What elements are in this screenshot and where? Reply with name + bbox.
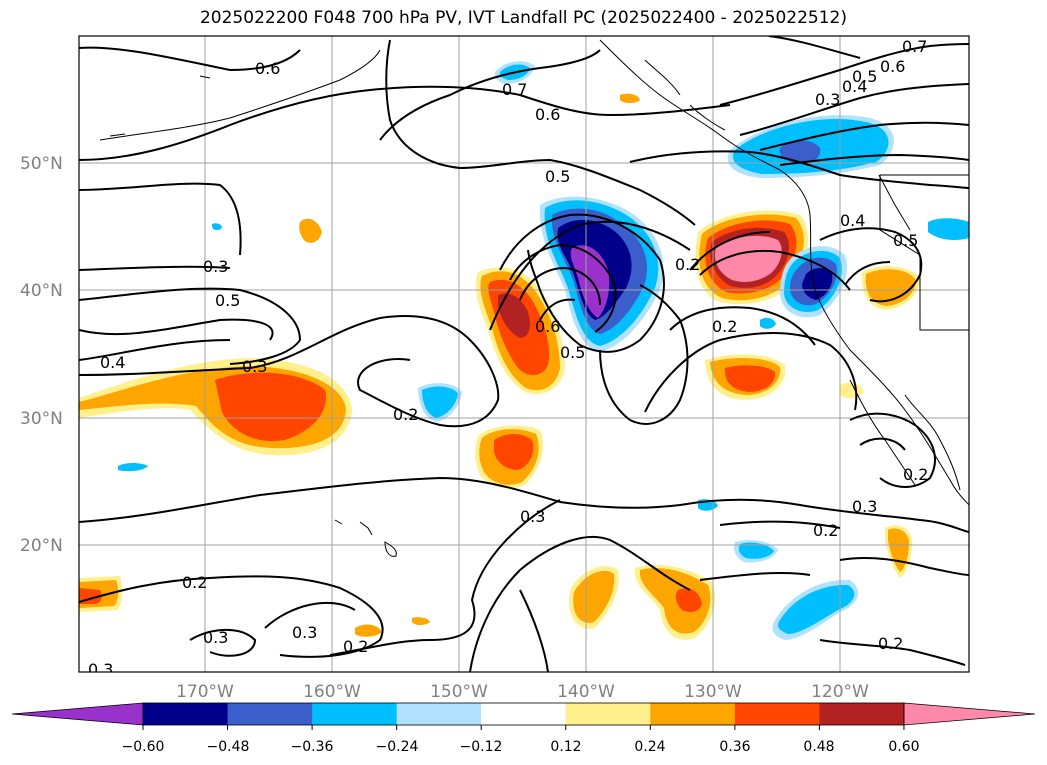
contour-label: 0.6: [255, 59, 280, 78]
lon-label: 150°W: [430, 682, 488, 702]
contour-label: 0.2: [903, 465, 928, 484]
colorbar-swatch: [396, 703, 482, 725]
contour-label: 0.6: [535, 105, 560, 124]
colorbar: [11, 702, 1036, 730]
contour-label: 0.3: [815, 90, 840, 109]
map-title: 2025022200 F048 700 hPa PV, IVT Landfall…: [199, 8, 847, 28]
map-plot-area: 0.6 0.7 0.6 0.5 0.7 0.6 0.5 0.4 0.3 0.4 …: [79, 36, 969, 679]
colorbar-tick-label: 0.24: [634, 739, 665, 755]
contour-label: 0.3: [88, 660, 113, 679]
contour-label: 0.3: [203, 628, 228, 647]
lat-label: 40°N: [20, 281, 63, 301]
contour-label: 0.5: [852, 67, 877, 86]
contour-label: 0.4: [840, 211, 865, 230]
colorbar-swatch: [227, 703, 313, 725]
contour-label: 0.5: [560, 343, 585, 362]
lon-label: 170°W: [176, 682, 234, 702]
colorbar-swatch: [819, 703, 905, 725]
colorbar-swatch: [734, 703, 820, 725]
lon-label: 160°W: [303, 682, 361, 702]
contour-label: 0.2: [393, 405, 418, 424]
colorbar-tick-label: 0.12: [550, 739, 581, 755]
colorbar-tick-label: 0.60: [888, 739, 919, 755]
contour-label: 0.7: [502, 80, 527, 99]
colorbar-tick-label: −0.12: [460, 739, 503, 755]
colorbar-swatch: [481, 703, 567, 725]
lon-label: 140°W: [557, 682, 615, 702]
colorbar-tick-label: 0.36: [719, 739, 750, 755]
latitude-labels: 50°N 40°N 30°N 20°N: [20, 154, 63, 556]
colorbar-tick-label: −0.24: [376, 739, 419, 755]
contour-label: 0.5: [215, 291, 240, 310]
contour-label: 0.5: [893, 231, 918, 250]
contour-label: 0.7: [902, 37, 927, 56]
colorbar-tick-label: 0.48: [803, 739, 834, 755]
coastline: [99, 39, 969, 557]
longitude-labels: 170°W 160°W 150°W 140°W 130°W 120°W: [176, 682, 869, 702]
lat-label: 20°N: [20, 536, 63, 556]
colorbar-swatch: [143, 703, 229, 725]
colorbar-swatch: [312, 703, 398, 725]
contour-label: 0.3: [242, 357, 267, 376]
contour-label: 0.2: [712, 317, 737, 336]
contour-label: 0.2: [182, 573, 207, 592]
contour-label: 0.3: [852, 497, 877, 516]
contour-label: 0.6: [535, 317, 560, 336]
lat-label: 50°N: [20, 154, 63, 174]
colorbar-tick-label: −0.36: [291, 739, 334, 755]
contour-label: 0.5: [545, 167, 570, 186]
contour-label: 0.6: [880, 57, 905, 76]
contour-label: 0.3: [292, 623, 317, 642]
map-frame: [78, 35, 970, 673]
lon-label: 130°W: [684, 682, 742, 702]
contour-label: 0.2: [675, 255, 700, 274]
colorbar-swatch: [565, 703, 651, 725]
contour-label: 0.2: [813, 521, 838, 540]
colorbar-tick-labels: −0.60 −0.48 −0.36 −0.24 −0.12 0.12 0.24 …: [122, 739, 920, 755]
contour-label: 0.3: [520, 507, 545, 526]
colorbar-extend-max: [903, 702, 1036, 726]
contour-labels: 0.6 0.7 0.6 0.5 0.7 0.6 0.5 0.4 0.3 0.4 …: [88, 37, 928, 679]
contour-label: 0.2: [878, 634, 903, 653]
lat-label: 30°N: [20, 409, 63, 429]
colorbar-outline: [142, 702, 905, 726]
contour-label: 0.3: [203, 257, 228, 276]
contour-label: 0.2: [343, 637, 368, 656]
colorbar-swatch: [650, 703, 736, 725]
contour-label: 0.4: [100, 353, 125, 372]
lon-label: 120°W: [811, 682, 869, 702]
colorbar-tick-label: −0.60: [122, 739, 165, 755]
contour-label: 0.4: [842, 77, 867, 96]
colorbar-extend-min: [11, 702, 144, 726]
pv-contours: [79, 36, 969, 672]
colorbar-tick-label: −0.48: [207, 739, 250, 755]
